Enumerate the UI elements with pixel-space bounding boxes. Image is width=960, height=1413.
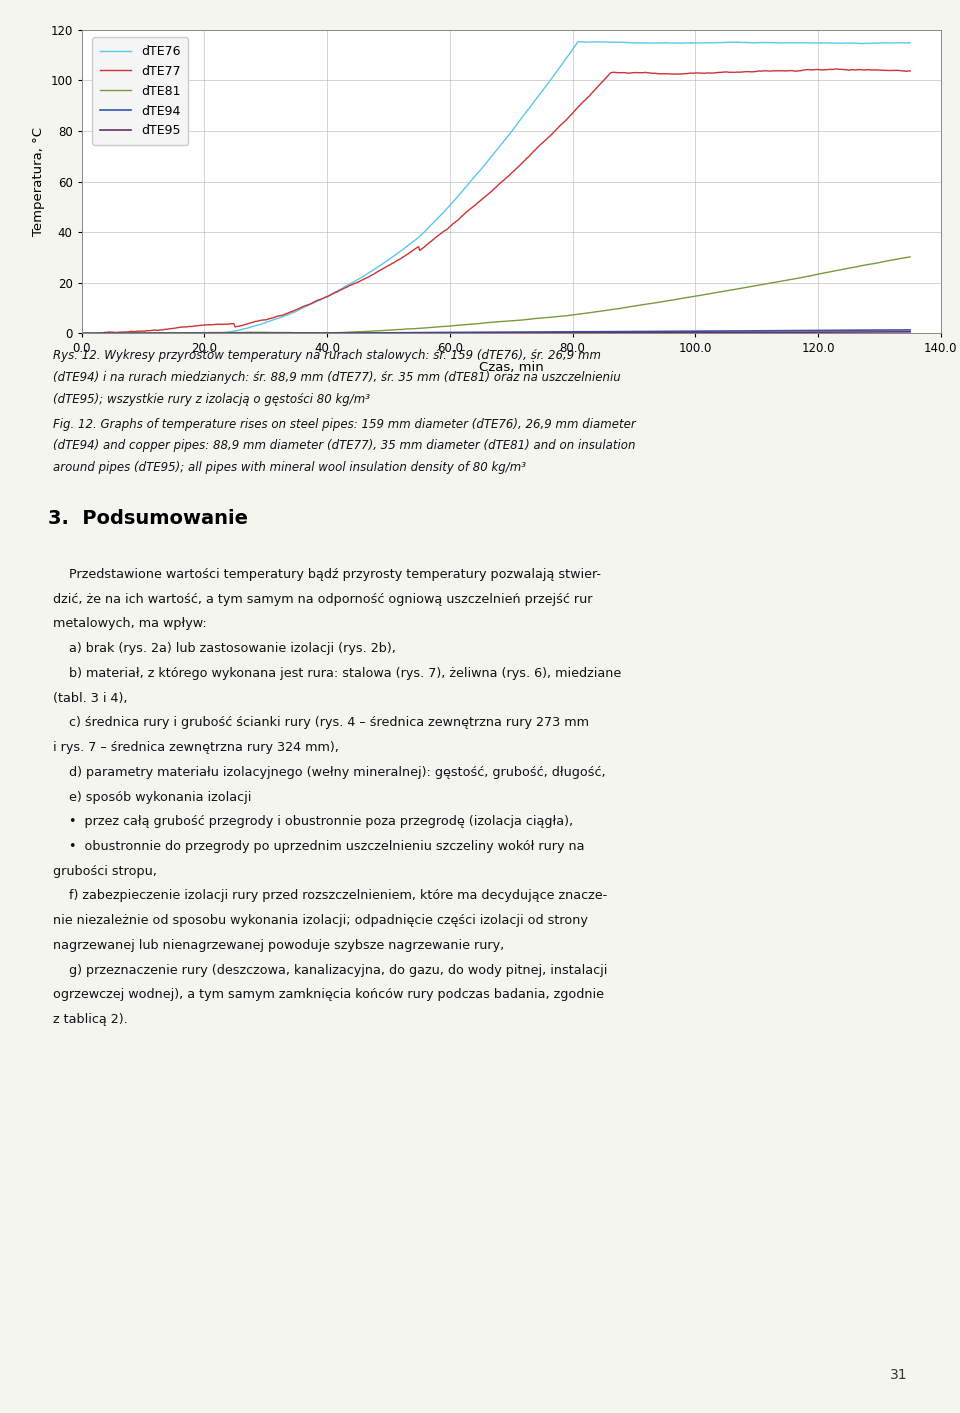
dTE94 (579, 324, 590, 341)
dTE81 (904, 249, 916, 266)
Text: b) materiał, z którego wykonana jest rura: stalowa (rys. 7), żeliwna (rys. 6), m: b) materiał, z którego wykonana jest rur… (53, 667, 621, 680)
Line: dTE76: dTE76 (82, 42, 910, 333)
Text: 3.  Podsumowanie: 3. Podsumowanie (48, 509, 248, 527)
Text: (dTE94) i na rurach miedzianych: śr. 88,9 mm (dTE77), śr. 35 mm (dTE81) oraz na : (dTE94) i na rurach miedzianych: śr. 88,… (53, 370, 620, 384)
dTE95 (904, 324, 916, 341)
Text: a) brak (rys. 2a) lub zastosowanie izolacji (rys. 2b),: a) brak (rys. 2a) lub zastosowanie izola… (53, 642, 396, 656)
Y-axis label: Temperatura, °C: Temperatura, °C (32, 127, 45, 236)
Text: grubości stropu,: grubości stropu, (53, 865, 156, 877)
Text: i rys. 7 – średnica zewnętrzna rury 324 mm),: i rys. 7 – średnica zewnętrzna rury 324 … (53, 740, 339, 755)
dTE76 (572, 34, 584, 51)
dTE76 (558, 54, 569, 71)
dTE76 (76, 325, 87, 342)
Text: Fig. 12. Graphs of temperature rises on steel pipes: 159 mm diameter (dTE76), 26: Fig. 12. Graphs of temperature rises on … (53, 417, 636, 431)
dTE77 (76, 325, 87, 342)
Text: metalowych, ma wpływ:: metalowych, ma wpływ: (53, 617, 206, 630)
dTE77 (790, 62, 802, 79)
X-axis label: Czas, min: Czas, min (479, 362, 543, 374)
dTE95 (128, 325, 139, 342)
dTE81 (127, 325, 138, 342)
Text: g) przeznaczenie rury (deszczowa, kanalizacyjna, do gazu, do wody pitnej, instal: g) przeznaczenie rury (deszczowa, kanali… (53, 964, 607, 976)
dTE76 (904, 34, 916, 51)
dTE94 (604, 324, 615, 341)
Text: around pipes (dTE95); all pipes with mineral wool insulation density of 80 kg/m³: around pipes (dTE95); all pipes with min… (53, 461, 526, 475)
Text: dzić, że na ich wartość, a tym samym na odporność ogniową uszczelnień przejść ru: dzić, że na ich wartość, a tym samym na … (53, 592, 592, 606)
Text: z tablicą 2).: z tablicą 2). (53, 1013, 128, 1026)
dTE94 (76, 325, 87, 342)
dTE77 (80, 325, 91, 342)
Text: d) parametry materiału izolacyjnego (wełny mineralnej): gęstość, grubość, długoś: d) parametry materiału izolacyjnego (weł… (53, 766, 606, 779)
dTE81 (705, 285, 716, 302)
Line: dTE81: dTE81 (82, 257, 910, 333)
dTE76 (707, 34, 718, 51)
dTE95 (558, 325, 569, 342)
Text: f) zabezpieczenie izolacji rury przed rozszczelnieniem, które ma decydujące znac: f) zabezpieczenie izolacji rury przed ro… (53, 889, 607, 903)
dTE95 (790, 324, 802, 341)
dTE77 (558, 113, 569, 130)
dTE94 (904, 321, 916, 338)
dTE81 (579, 305, 590, 322)
Text: 31: 31 (890, 1368, 907, 1382)
dTE76 (581, 34, 592, 51)
dTE77 (605, 65, 616, 82)
dTE95 (706, 324, 717, 341)
dTE77 (128, 324, 139, 341)
Text: (dTE94) and copper pipes: 88,9 mm diameter (dTE77), 35 mm diameter (dTE81) and o: (dTE94) and copper pipes: 88,9 mm diamet… (53, 439, 636, 452)
dTE95 (605, 324, 616, 341)
dTE76 (128, 325, 139, 342)
Text: e) sposób wykonania izolacji: e) sposób wykonania izolacji (53, 790, 252, 804)
dTE95 (82, 325, 93, 342)
dTE81 (604, 301, 615, 318)
dTE77 (829, 61, 841, 78)
dTE94 (705, 322, 716, 339)
dTE76 (606, 34, 617, 51)
Line: dTE77: dTE77 (82, 69, 910, 333)
dTE94 (127, 325, 138, 342)
dTE81 (557, 308, 568, 325)
Text: ogrzewczej wodnej), a tym samym zamknięcia końców rury podczas badania, zgodnie: ogrzewczej wodnej), a tym samym zamknięc… (53, 988, 604, 1002)
dTE81 (789, 270, 801, 287)
dTE94 (789, 322, 801, 339)
dTE76 (791, 34, 803, 51)
Text: nagrzewanej lub nienagrzewanej powoduje szybsze nagrzewanie rury,: nagrzewanej lub nienagrzewanej powoduje … (53, 938, 504, 952)
dTE95 (76, 325, 87, 342)
Text: Przedstawione wartości temperatury bądź przyrosty temperatury pozwalają stwier-: Przedstawione wartości temperatury bądź … (53, 568, 601, 581)
Text: nie niezależnie od sposobu wykonania izolacji; odpadnięcie części izolacji od st: nie niezależnie od sposobu wykonania izo… (53, 914, 588, 927)
dTE81 (76, 325, 87, 342)
Legend: dTE76, dTE77, dTE81, dTE94, dTE95: dTE76, dTE77, dTE81, dTE94, dTE95 (92, 37, 188, 146)
dTE94 (557, 324, 568, 341)
dTE77 (904, 62, 916, 79)
Text: (dTE95); wszystkie rury z izolacją o gęstości 80 kg/m³: (dTE95); wszystkie rury z izolacją o gęs… (53, 393, 370, 406)
Text: •  obustronnie do przegrody po uprzednim uszczelnieniu szczeliny wokół rury na: • obustronnie do przegrody po uprzednim … (53, 839, 585, 853)
dTE77 (706, 65, 717, 82)
Line: dTE95: dTE95 (82, 332, 910, 333)
dTE76 (91, 325, 103, 342)
Text: •  przez całą grubość przegrody i obustronnie poza przegrodę (izolacja ciągła),: • przez całą grubość przegrody i obustro… (53, 815, 573, 828)
Text: Rys. 12. Wykresy przyrostów temperatury na rurach stalowych: śr. 159 (dTE76), śr: Rys. 12. Wykresy przyrostów temperatury … (53, 349, 601, 362)
Line: dTE94: dTE94 (82, 329, 910, 333)
dTE77 (580, 92, 591, 109)
Text: c) średnica rury i grubość ścianki rury (rys. 4 – średnica zewnętrzna rury 273 m: c) średnica rury i grubość ścianki rury … (53, 716, 588, 729)
Text: (tabl. 3 i 4),: (tabl. 3 i 4), (53, 691, 128, 705)
dTE95 (580, 325, 591, 342)
